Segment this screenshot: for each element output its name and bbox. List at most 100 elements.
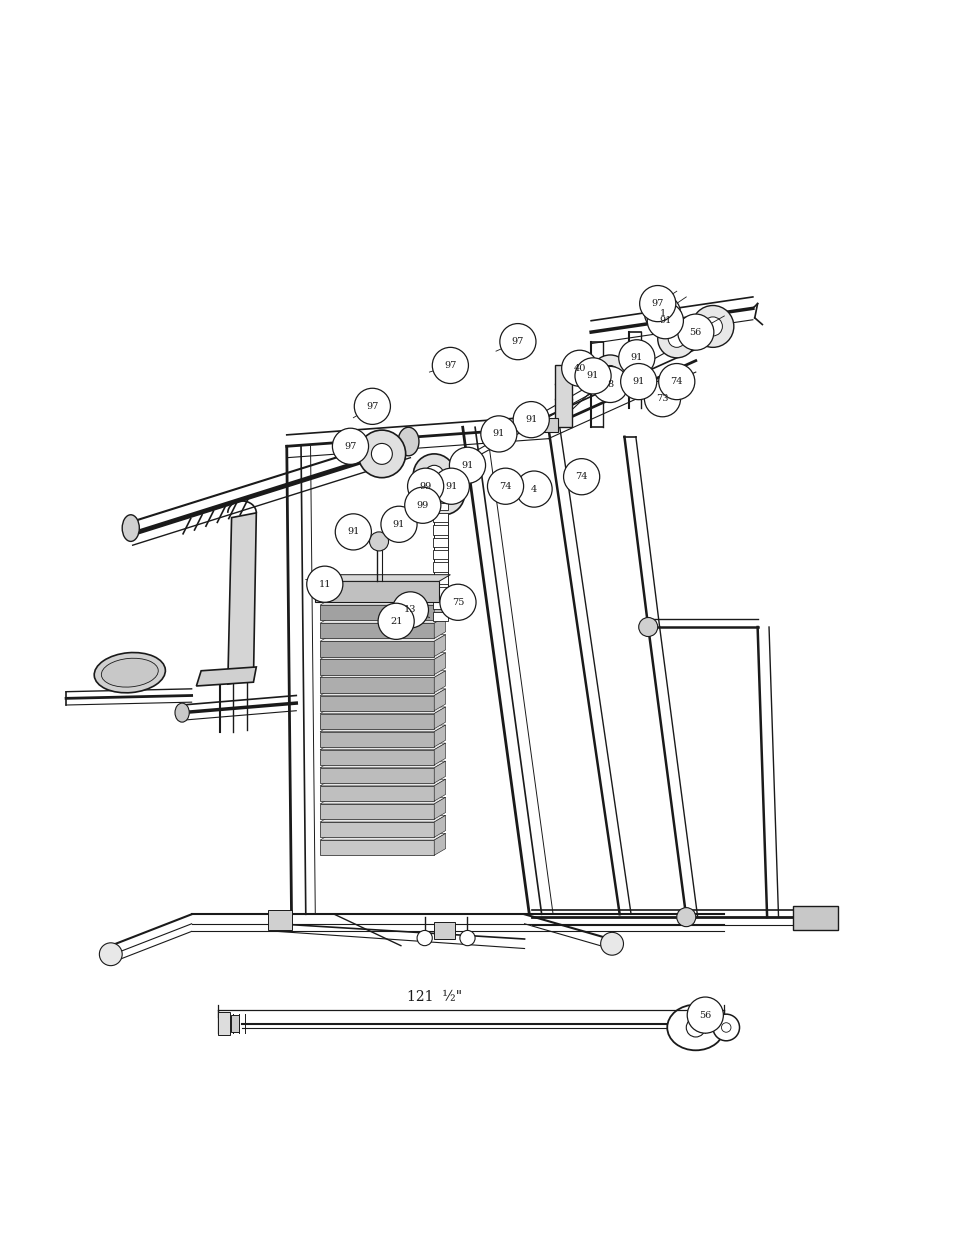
Bar — [319, 804, 434, 819]
Circle shape — [685, 1018, 704, 1037]
Bar — [314, 582, 438, 603]
Bar — [433, 550, 448, 559]
Bar — [555, 366, 572, 427]
Text: 74: 74 — [575, 472, 587, 482]
Circle shape — [371, 443, 392, 464]
Polygon shape — [319, 706, 445, 714]
Circle shape — [639, 285, 675, 321]
Polygon shape — [319, 779, 445, 785]
Text: 91: 91 — [492, 430, 504, 438]
Bar — [433, 562, 448, 572]
Polygon shape — [434, 761, 445, 783]
Polygon shape — [434, 671, 445, 693]
Circle shape — [591, 354, 629, 393]
Bar — [433, 587, 448, 597]
Polygon shape — [319, 743, 445, 750]
Polygon shape — [319, 798, 445, 804]
Ellipse shape — [397, 427, 418, 456]
Circle shape — [307, 566, 342, 603]
Text: 11: 11 — [318, 579, 331, 589]
Text: 91: 91 — [393, 520, 405, 529]
Circle shape — [433, 468, 469, 504]
Text: 75: 75 — [452, 598, 464, 606]
Bar — [319, 750, 434, 764]
Text: 97: 97 — [511, 337, 523, 346]
Text: 40: 40 — [573, 364, 585, 373]
Circle shape — [335, 514, 371, 550]
Polygon shape — [319, 761, 445, 768]
Bar — [534, 417, 558, 432]
Circle shape — [422, 473, 464, 515]
Circle shape — [561, 351, 598, 387]
Circle shape — [643, 380, 679, 416]
Circle shape — [667, 330, 684, 347]
Circle shape — [600, 932, 623, 955]
Circle shape — [563, 458, 599, 495]
Circle shape — [620, 363, 656, 400]
Polygon shape — [314, 574, 450, 582]
Bar — [319, 714, 434, 729]
Polygon shape — [228, 513, 256, 684]
Text: 91: 91 — [445, 482, 457, 490]
Polygon shape — [434, 599, 445, 620]
Bar — [433, 537, 448, 547]
Polygon shape — [434, 798, 445, 819]
Polygon shape — [319, 652, 445, 659]
Circle shape — [712, 1014, 739, 1041]
Circle shape — [676, 908, 695, 926]
Polygon shape — [319, 599, 445, 605]
Bar — [433, 513, 448, 522]
Circle shape — [432, 347, 468, 384]
Polygon shape — [434, 652, 445, 674]
Polygon shape — [319, 815, 445, 823]
Circle shape — [516, 471, 552, 508]
Text: 121  ½": 121 ½" — [406, 989, 461, 1004]
Polygon shape — [434, 635, 445, 657]
Circle shape — [434, 484, 453, 504]
Bar — [319, 823, 434, 837]
Bar — [433, 574, 448, 584]
Circle shape — [449, 447, 485, 483]
Text: 13: 13 — [404, 605, 416, 614]
Circle shape — [413, 454, 455, 495]
Bar — [319, 695, 434, 710]
Circle shape — [357, 430, 405, 478]
Circle shape — [369, 532, 388, 551]
Text: 97: 97 — [344, 442, 356, 451]
Text: 8: 8 — [606, 380, 613, 389]
Circle shape — [513, 401, 549, 437]
Polygon shape — [434, 779, 445, 802]
Circle shape — [702, 317, 721, 336]
Circle shape — [380, 506, 416, 542]
Bar — [319, 659, 434, 674]
Polygon shape — [319, 671, 445, 678]
Polygon shape — [434, 834, 445, 856]
Bar — [319, 605, 434, 620]
Bar — [433, 525, 448, 535]
Polygon shape — [319, 689, 445, 695]
Ellipse shape — [666, 1004, 723, 1050]
Text: 91: 91 — [461, 461, 474, 469]
Text: 99: 99 — [416, 500, 429, 510]
Bar — [319, 785, 434, 802]
Circle shape — [332, 429, 368, 464]
Text: 99: 99 — [419, 482, 432, 490]
Circle shape — [459, 930, 475, 946]
Circle shape — [480, 416, 517, 452]
Text: 91: 91 — [586, 372, 598, 380]
Circle shape — [439, 584, 476, 620]
Text: 4: 4 — [531, 484, 537, 494]
Polygon shape — [434, 689, 445, 710]
Text: 97: 97 — [444, 361, 456, 370]
Circle shape — [575, 358, 611, 394]
Text: 73: 73 — [656, 394, 668, 403]
Bar — [268, 910, 292, 930]
Circle shape — [658, 363, 694, 400]
Text: 91: 91 — [659, 316, 671, 325]
Text: 91: 91 — [630, 353, 642, 362]
Bar — [792, 905, 838, 930]
Polygon shape — [319, 725, 445, 731]
Bar — [433, 611, 448, 621]
Circle shape — [392, 592, 428, 627]
Circle shape — [487, 468, 523, 504]
